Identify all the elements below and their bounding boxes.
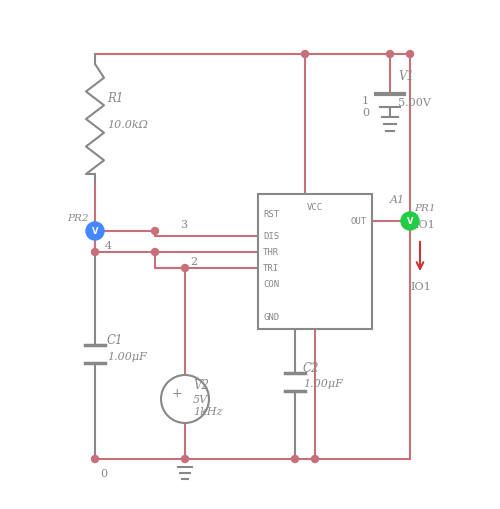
Text: TRI: TRI	[263, 264, 279, 273]
Text: V1: V1	[398, 70, 414, 83]
Text: C1: C1	[107, 334, 124, 347]
Text: V: V	[406, 217, 413, 226]
Circle shape	[386, 51, 394, 59]
Circle shape	[152, 228, 158, 235]
Text: 2: 2	[190, 257, 197, 267]
Text: 5V: 5V	[193, 394, 208, 404]
Circle shape	[182, 456, 188, 463]
Text: PR2: PR2	[67, 214, 88, 223]
Text: 0: 0	[362, 108, 369, 118]
Text: IO1: IO1	[410, 281, 430, 292]
Text: 1.00μF: 1.00μF	[107, 351, 147, 361]
Text: R1: R1	[107, 91, 124, 104]
Circle shape	[401, 213, 419, 231]
Circle shape	[92, 456, 98, 463]
Text: THR: THR	[263, 248, 279, 257]
Text: +: +	[172, 387, 182, 400]
Text: V2: V2	[193, 379, 209, 392]
Text: PR1: PR1	[414, 204, 436, 213]
Text: DIS: DIS	[263, 232, 279, 241]
Text: 1.00μF: 1.00μF	[303, 379, 343, 389]
Text: RST: RST	[263, 210, 279, 219]
Text: 1kHz: 1kHz	[193, 406, 222, 416]
Circle shape	[182, 265, 188, 272]
Circle shape	[406, 51, 414, 59]
Text: 10.0kΩ: 10.0kΩ	[107, 120, 148, 130]
Text: A1: A1	[390, 194, 405, 205]
Circle shape	[161, 375, 209, 423]
Circle shape	[312, 456, 318, 463]
Text: V: V	[92, 227, 98, 236]
Circle shape	[92, 228, 98, 235]
Circle shape	[86, 222, 104, 241]
Circle shape	[152, 249, 158, 256]
Text: C2: C2	[303, 361, 320, 374]
Text: IO1: IO1	[414, 219, 434, 230]
Circle shape	[292, 456, 298, 463]
Text: 4: 4	[105, 241, 112, 250]
Text: OUT: OUT	[351, 217, 367, 226]
Circle shape	[302, 51, 308, 59]
Text: VCC: VCC	[307, 203, 323, 212]
Text: 3: 3	[180, 219, 187, 230]
Text: CON: CON	[263, 280, 279, 289]
Circle shape	[92, 249, 98, 256]
Circle shape	[406, 218, 414, 225]
Text: 1: 1	[362, 96, 369, 106]
Text: 5.00V: 5.00V	[398, 98, 431, 108]
Text: GND: GND	[263, 313, 279, 322]
Bar	[258, 194, 372, 329]
Text: 0: 0	[100, 468, 107, 478]
